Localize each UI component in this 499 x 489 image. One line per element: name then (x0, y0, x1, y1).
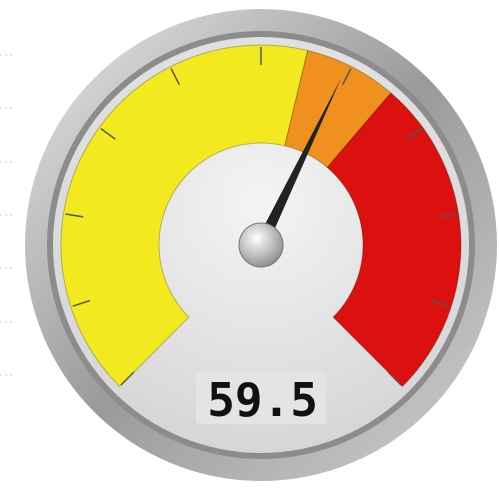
readout-value: 59.5 (207, 373, 318, 427)
needle-hub (239, 223, 283, 267)
gauge: 59.5 (0, 0, 499, 489)
decorative-dots (0, 55, 12, 375)
page: {"chart_data": {"type": "gauge", "value"… (0, 0, 499, 489)
